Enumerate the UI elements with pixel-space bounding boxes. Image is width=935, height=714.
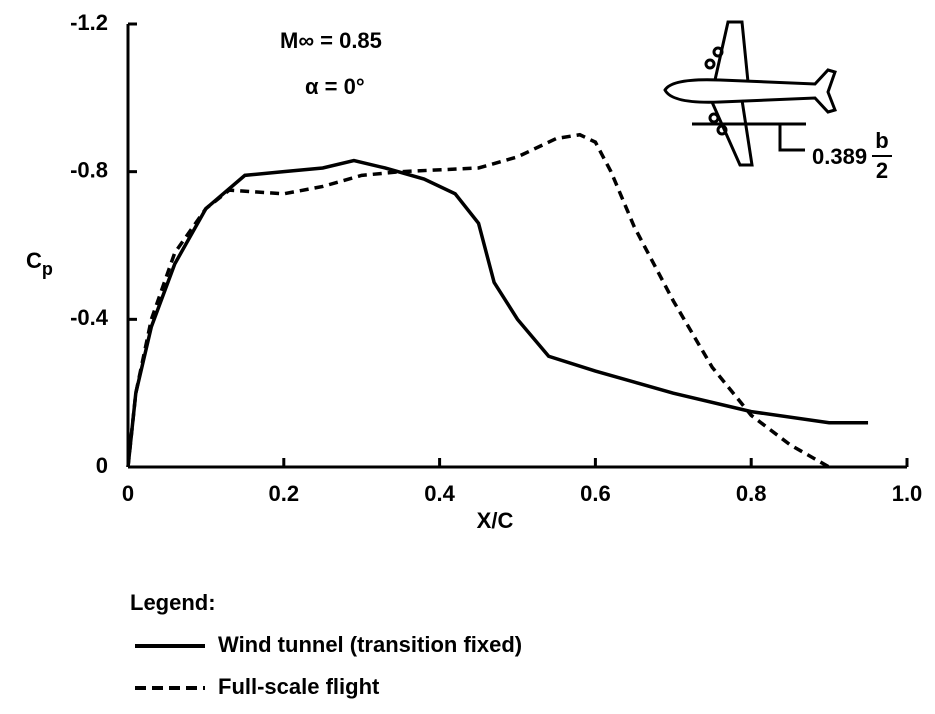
y-axis-label: Cp (26, 248, 53, 279)
y-tick-label: -1.2 (70, 10, 108, 35)
data-line (126, 158, 869, 468)
x-tick-label: 0 (122, 481, 134, 506)
y-tick-label: -0.4 (70, 305, 109, 330)
y-tick-label: -0.8 (70, 157, 108, 182)
y-axis-label-main: C (26, 248, 42, 273)
y-axis-label-sub: p (42, 259, 53, 279)
station-numerator: b (875, 128, 888, 153)
x-tick-label: 0.2 (269, 481, 300, 506)
y-tick-label: 0 (96, 453, 108, 478)
airplane-icon (663, 20, 837, 167)
legend-title: Legend: (130, 590, 216, 615)
legend-label: Wind tunnel (transition fixed) (218, 632, 522, 657)
data-line (126, 132, 830, 469)
annotation: M∞ = 0.85 (280, 28, 382, 53)
station-label: 0.389 (812, 144, 867, 169)
x-tick-label: 0.4 (424, 481, 455, 506)
station-denominator: 2 (876, 158, 888, 183)
x-tick-label: 1.0 (892, 481, 923, 506)
legend-label: Full-scale flight (218, 674, 380, 699)
x-tick-label: 0.8 (736, 481, 767, 506)
x-tick-label: 0.6 (580, 481, 611, 506)
annotation: α = 0° (305, 74, 365, 99)
x-axis-label: X/C (477, 508, 514, 533)
